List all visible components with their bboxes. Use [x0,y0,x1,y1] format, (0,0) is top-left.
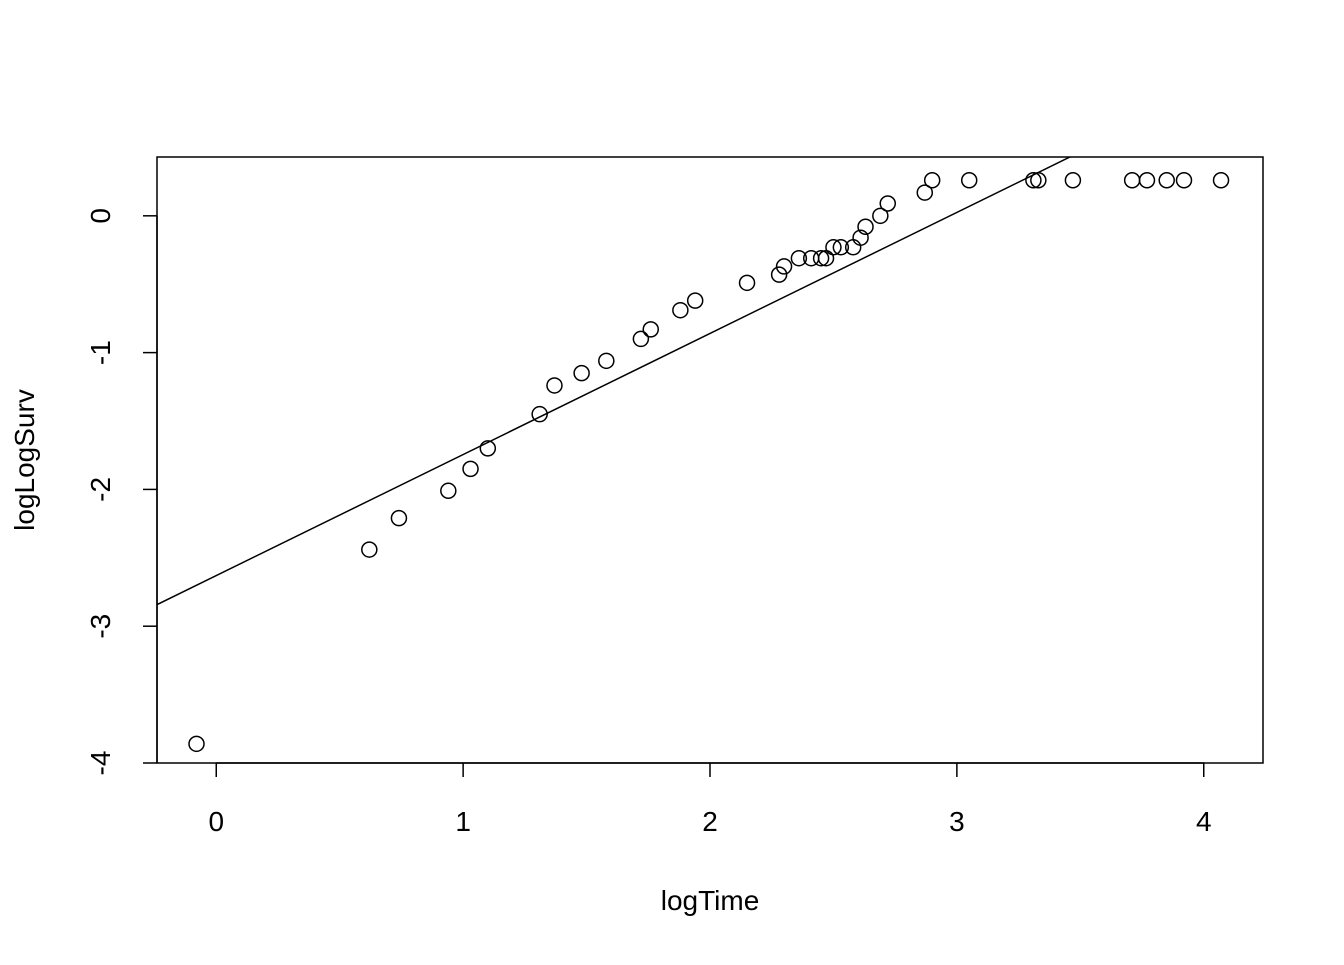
x-tick-label: 4 [1196,806,1212,837]
data-point [1025,172,1042,189]
y-tick-label: -4 [85,751,116,776]
data-point [188,735,205,753]
data-point [598,352,615,370]
data-point [390,509,408,527]
data-point [1212,172,1230,189]
data-point [832,239,850,256]
data-point [573,364,590,382]
x-tick-label: 0 [208,806,224,837]
data-point [872,207,889,225]
data-point [479,440,497,457]
data-point [812,249,830,267]
points-layer [188,172,1230,753]
fit-line-layer [157,157,1072,606]
y-tick-label: -2 [85,477,116,502]
data-point [546,377,563,394]
y-tick-label: -3 [85,614,116,639]
data-point [462,460,479,478]
data-point [825,239,842,256]
data-point [960,172,978,189]
data-point [738,274,756,292]
x-tick-label: 1 [455,806,471,837]
y-axis-label: logLogSurv [9,389,40,531]
x-axis-label: logTime [661,885,760,916]
data-point [642,321,659,338]
x-tick-label: 3 [949,806,965,837]
x-axis: 0 1 2 3 4 [208,762,1212,837]
data-point [1030,172,1047,189]
x-tick-label: 2 [702,806,718,837]
data-point [632,330,650,348]
data-point [440,482,457,500]
y-axis: -4 -3 -2 -1 0 [85,208,158,776]
data-point [1138,172,1156,189]
data-point [1175,172,1193,189]
y-tick-label: 0 [85,208,116,224]
data-point [852,229,869,246]
data-point [923,172,941,189]
data-point [879,195,896,212]
data-point [1064,172,1082,189]
data-point [1123,172,1141,189]
data-point [916,184,934,201]
data-point [790,249,808,267]
data-point [1158,172,1175,189]
fit-line [157,157,1072,606]
data-point [672,301,689,319]
data-point [857,218,874,236]
data-point [775,258,793,275]
data-point [770,266,788,283]
data-point [361,541,378,558]
data-point [686,292,704,309]
y-tick-label: -1 [85,340,116,365]
data-point [531,405,548,423]
plot-frame [156,156,1264,764]
